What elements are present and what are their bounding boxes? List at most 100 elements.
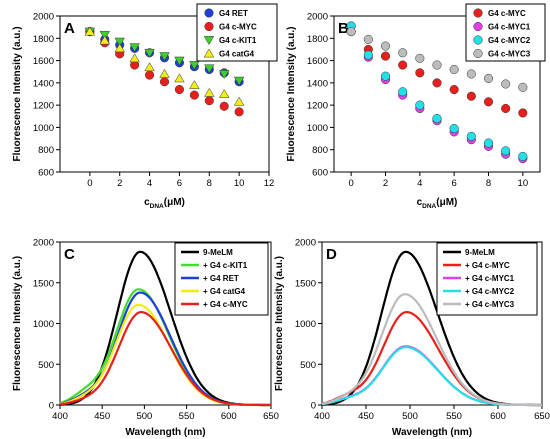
data-point — [144, 62, 155, 72]
plot-frame — [333, 15, 541, 173]
y-tick-label: 600 — [38, 168, 54, 179]
y-tick-label: 1600 — [33, 56, 54, 67]
x-tick-label: 450 — [94, 411, 110, 422]
data-point — [483, 97, 494, 107]
x-tick-label: 8 — [207, 178, 212, 189]
x-tick-label: 400 — [52, 411, 68, 422]
data-point — [99, 35, 111, 45]
data-point — [233, 76, 245, 86]
y-tick-label: 0 — [311, 401, 316, 412]
data-point — [159, 68, 170, 78]
panel-b: 0 2 4 6 8 10 600 800 1000 1200 1400 1600 1800 2000 Flu… — [286, 3, 546, 210]
legend-label: G4 c-KIT1 — [219, 36, 257, 45]
data-point — [99, 31, 111, 40]
x-tick-label: 500 — [136, 411, 152, 422]
legend-label: G4 c-MYC2 — [488, 36, 531, 45]
x-axis-label-subscript: DNA — [422, 203, 436, 210]
series-line-g4-c-myc — [59, 310, 271, 407]
y-tick-label: 1000 — [295, 319, 316, 330]
legend-marker — [203, 36, 215, 46]
series-line-g4-c-myc2 — [321, 346, 542, 407]
y-tick-label: 1500 — [33, 278, 54, 289]
x-axis-label: Wavelength (nm) — [392, 427, 472, 438]
data-point — [380, 41, 391, 51]
y-tick-label: 1800 — [33, 34, 54, 45]
legend-marker — [473, 35, 483, 45]
x-tick-label: 10 — [518, 178, 529, 189]
data-point — [129, 43, 140, 53]
x-axis-label-main: c — [144, 197, 150, 208]
legend-label: G4 c-MYC1 — [488, 23, 531, 32]
data-point — [483, 138, 494, 148]
y-tick-label: 2000 — [307, 12, 328, 23]
data-point — [346, 27, 356, 37]
y-tick-label: 800 — [312, 145, 328, 156]
legend-label: G4 c-MYC3 — [488, 50, 531, 59]
data-point — [449, 84, 459, 95]
data-point — [189, 61, 200, 71]
x-axis-label-unit: (μM) — [436, 197, 457, 208]
x-tick-label: 0 — [349, 178, 354, 189]
x-tick-label: 450 — [358, 411, 374, 422]
data-point — [518, 108, 528, 118]
legend-label: + G4 c-MYC — [203, 300, 248, 309]
data-point — [189, 90, 199, 100]
series-line-g4-c-myc3 — [321, 293, 542, 407]
y-tick-label: 1000 — [307, 123, 328, 134]
x-tick-label: 650 — [534, 411, 550, 422]
legend-marker — [473, 48, 483, 59]
series-g4-catg4 — [84, 26, 245, 106]
legend: G4 c-MYC G4 c-MYC1 G4 c-MYC2 G4 c-MYC3 — [465, 3, 546, 62]
y-tick-label: 1200 — [307, 101, 328, 112]
data-point — [363, 34, 373, 44]
y-tick-label: 2000 — [295, 238, 316, 249]
x-tick-label: 8 — [486, 178, 491, 189]
panel-a: 0 2 4 6 8 10 12 600 800 1000 1200 1400 1600 1800 2000 F… — [12, 3, 278, 210]
legend-label: + G4 c-MYC2 — [465, 287, 515, 296]
data-point — [204, 96, 214, 106]
x-tick-label: 650 — [263, 411, 279, 422]
data-point — [398, 60, 408, 70]
x-tick-label: 550 — [446, 411, 462, 422]
y-tick-label: 1800 — [307, 34, 328, 45]
y-tick-label: 1000 — [33, 123, 54, 134]
y-axis-label: Fluorescence Intensity (a.u.) — [12, 26, 23, 161]
data-point — [415, 68, 425, 78]
data-point — [466, 91, 476, 101]
legend-label: + G4 c-MYC1 — [465, 274, 515, 283]
y-tick-label: 2000 — [33, 12, 54, 23]
x-tick-label: 400 — [314, 411, 330, 422]
panel-label: C — [64, 246, 75, 263]
data-point — [129, 53, 140, 63]
data-point — [204, 87, 215, 97]
data-point — [84, 26, 96, 36]
x-tick-label: 600 — [490, 411, 506, 422]
data-point — [233, 96, 245, 106]
y-tick-label: 1400 — [307, 78, 328, 89]
series-g4-c-myc3 — [346, 27, 528, 92]
x-axis-label: cDNA(μM) — [144, 197, 185, 210]
data-point — [380, 51, 391, 61]
data-point — [380, 71, 391, 81]
legend: 9-MeLM + G4 c-MYC + G4 c-MYC1 + G4 c-MYC2 + … — [436, 242, 538, 316]
y-axis-label: Fluorescence Intensity (a.u.) — [286, 26, 297, 161]
data-point — [159, 77, 170, 87]
x-tick-label: 4 — [147, 178, 152, 189]
x-tick-label: 4 — [417, 178, 422, 189]
series-g4-c-kit1 — [84, 27, 245, 86]
legend-label: G4 c-MYC — [219, 23, 257, 32]
y-tick-label: 0 — [49, 401, 54, 412]
data-point — [501, 103, 511, 114]
data-point — [234, 107, 244, 117]
data-point — [518, 151, 528, 161]
y-tick-label: 1400 — [33, 78, 54, 89]
data-point — [363, 50, 373, 60]
data-point — [189, 80, 200, 89]
panel-label: B — [338, 20, 349, 37]
legend-label: G4 catG4 — [219, 50, 255, 59]
x-axis-label: cDNA(μM) — [417, 197, 458, 210]
data-point — [483, 73, 494, 83]
data-point — [174, 84, 184, 95]
series-line-g4-c-myc1 — [321, 345, 542, 407]
data-point — [415, 100, 425, 110]
